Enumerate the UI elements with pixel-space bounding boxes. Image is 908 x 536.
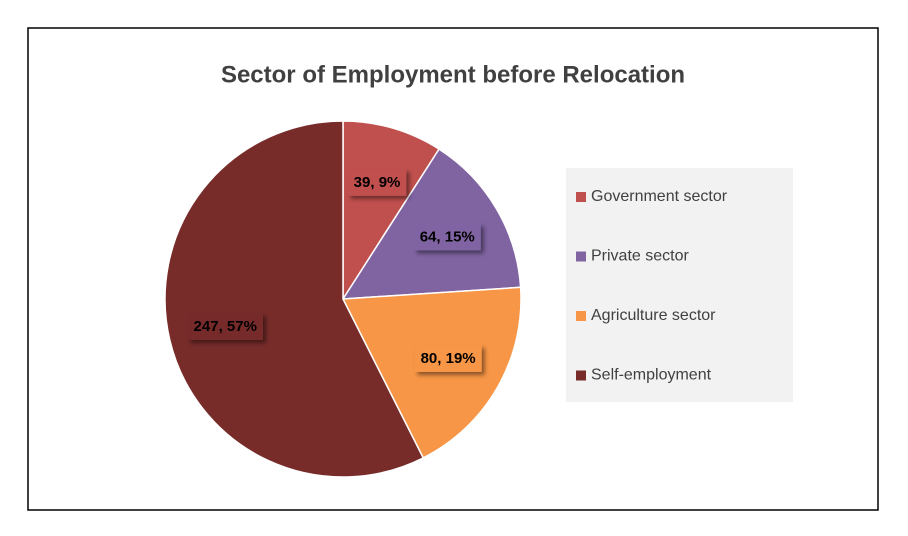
legend-label: Private sector — [591, 248, 689, 265]
data-label-box — [413, 223, 481, 251]
data-label: 39, 9% — [347, 168, 407, 196]
legend-label: Agriculture sector — [591, 307, 716, 324]
data-label-text: 39, 9% — [354, 174, 401, 191]
data-label-box — [414, 344, 482, 372]
pie-slice — [164, 120, 425, 478]
legend-swatch — [576, 311, 586, 321]
data-label-text: 64, 15% — [420, 228, 475, 245]
legend-box — [566, 168, 793, 402]
legend-swatch — [576, 370, 586, 381]
legend-label: Government sector — [591, 188, 728, 205]
data-label-text: 247, 57% — [194, 318, 257, 335]
data-label: 247, 57% — [187, 313, 263, 341]
legend-swatch — [576, 192, 586, 202]
data-label-text: 80, 19% — [421, 350, 476, 367]
legend-swatch — [576, 251, 586, 262]
pie-slice — [341, 286, 522, 459]
data-label-box — [187, 313, 263, 341]
legend-label: Self-employment — [591, 367, 712, 384]
data-label: 64, 15% — [413, 223, 481, 251]
pie-slice — [342, 120, 441, 302]
chart-title: Sector of Employment before Relocation — [221, 61, 685, 88]
data-label-box — [347, 168, 407, 196]
data-label: 80, 19% — [414, 344, 482, 372]
